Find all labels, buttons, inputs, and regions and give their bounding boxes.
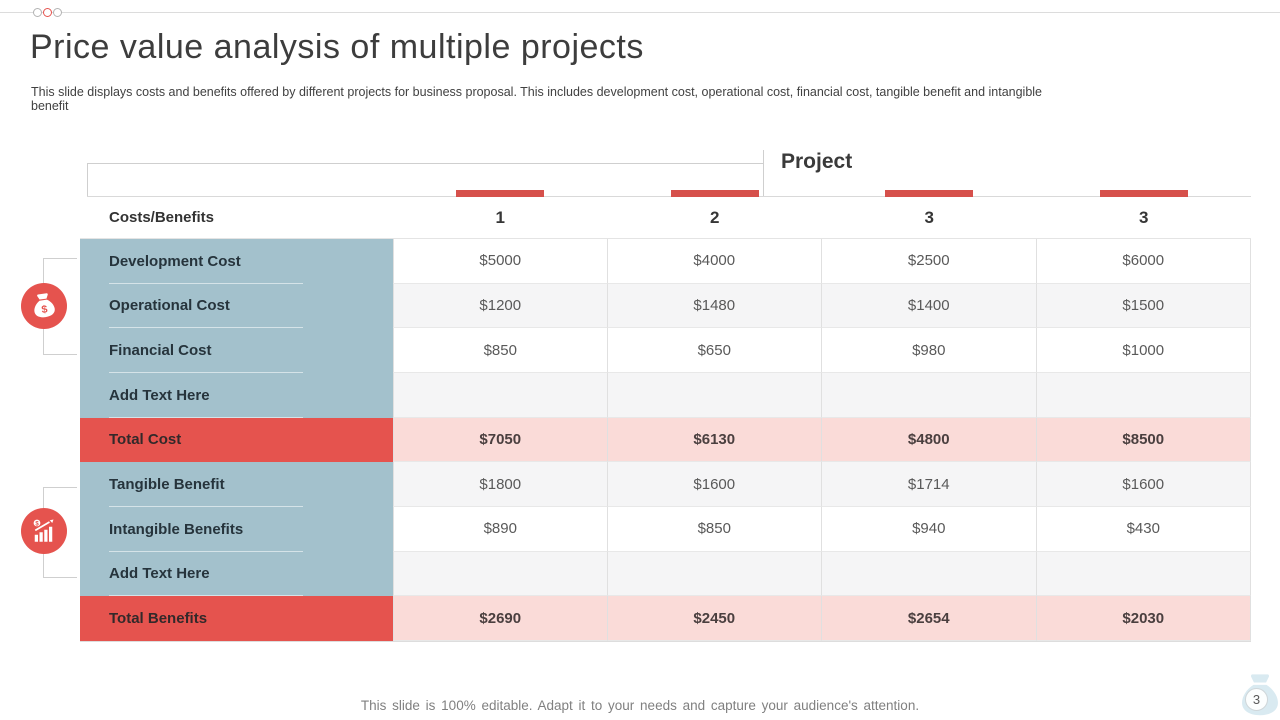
value-cell: $4800 bbox=[822, 417, 1037, 463]
value-cell bbox=[822, 551, 1037, 597]
row-label-cell: Total Benefits bbox=[80, 596, 393, 641]
value-cell: $1400 bbox=[822, 283, 1037, 329]
value-cell: $2654 bbox=[822, 596, 1037, 641]
value-cell: $890 bbox=[393, 506, 608, 552]
value-cell: $7050 bbox=[393, 417, 608, 463]
top-dot-icon bbox=[53, 8, 62, 17]
value-cell: $5000 bbox=[393, 239, 608, 284]
footer-note: This slide is 100% editable. Adapt it to… bbox=[360, 698, 920, 713]
growth-chart-icon: $ bbox=[21, 508, 67, 554]
header-callout-right-line bbox=[763, 150, 764, 196]
column-header: 3 bbox=[1037, 190, 1252, 238]
value-cell: $1600 bbox=[1036, 462, 1251, 507]
svg-text:$: $ bbox=[35, 521, 39, 527]
column-accent-bar-icon bbox=[1099, 190, 1188, 197]
value-cell: $4000 bbox=[607, 239, 822, 284]
column-header: 3 bbox=[822, 190, 1037, 238]
column-header: 2 bbox=[608, 190, 823, 238]
row-label-cell: Financial Cost bbox=[80, 328, 393, 373]
value-cell: $1600 bbox=[607, 462, 822, 507]
table-header-row: Costs/Benefits 1 2 3 3 bbox=[80, 190, 1252, 238]
value-cell bbox=[822, 372, 1037, 418]
header-callout-box bbox=[87, 163, 764, 197]
value-cell: $2500 bbox=[822, 239, 1037, 284]
value-cell: $1714 bbox=[822, 462, 1037, 507]
value-cell: $6130 bbox=[607, 417, 822, 463]
value-cell: $2690 bbox=[393, 596, 608, 641]
value-cell: $1200 bbox=[393, 283, 608, 329]
value-cell: $8500 bbox=[1036, 417, 1251, 463]
row-label-cell: Tangible Benefit bbox=[80, 462, 393, 507]
column-accent-bar-icon bbox=[670, 190, 759, 197]
value-cell: $850 bbox=[607, 506, 822, 552]
column-accent-bar-icon bbox=[885, 190, 974, 197]
row-label-cell: Add Text Here bbox=[80, 372, 393, 418]
column-header-label: 2 bbox=[710, 207, 720, 227]
value-cell bbox=[607, 551, 822, 597]
value-cell bbox=[1036, 372, 1251, 418]
value-cell: $1800 bbox=[393, 462, 608, 507]
value-cell: $650 bbox=[607, 328, 822, 373]
value-cell: $940 bbox=[822, 506, 1037, 552]
value-cell: $2450 bbox=[607, 596, 822, 641]
project-group-label: Project bbox=[781, 150, 853, 173]
value-cell: $980 bbox=[822, 328, 1037, 373]
corner-header: Costs/Benefits bbox=[109, 209, 215, 226]
value-cell: $430 bbox=[1036, 506, 1251, 552]
top-divider-line bbox=[0, 12, 1280, 13]
value-cell bbox=[393, 551, 608, 597]
top-dot-icon bbox=[33, 8, 42, 17]
value-cell: $850 bbox=[393, 328, 608, 373]
top-dot-accent-icon bbox=[43, 8, 52, 17]
column-header: 1 bbox=[393, 190, 608, 238]
slide-description: This slide displays costs and benefits o… bbox=[31, 85, 1043, 113]
value-cell bbox=[393, 372, 608, 418]
header-baseline bbox=[87, 196, 1251, 197]
value-cell bbox=[1036, 551, 1251, 597]
column-header-label: 3 bbox=[924, 207, 934, 227]
value-cell: $2030 bbox=[1036, 596, 1251, 641]
page-title: Price value analysis of multiple project… bbox=[30, 28, 644, 66]
svg-text:$: $ bbox=[41, 303, 49, 316]
row-label-cell: Operational Cost bbox=[80, 283, 393, 329]
value-cell: $6000 bbox=[1036, 239, 1251, 284]
column-header-label: 3 bbox=[1139, 207, 1149, 227]
value-cell: $1000 bbox=[1036, 328, 1251, 373]
money-bag-icon: $ bbox=[21, 283, 67, 329]
row-label-cell: Total Cost bbox=[80, 417, 393, 463]
row-label-cell: Intangible Benefits bbox=[80, 506, 393, 552]
column-accent-bar-icon bbox=[456, 190, 545, 197]
row-label-cell: Add Text Here bbox=[80, 551, 393, 597]
cost-benefit-table: Development Cost $5000 $4000 $2500 $6000 Oper… bbox=[80, 238, 1251, 642]
page-number: 3 bbox=[1245, 688, 1268, 711]
value-cell: $1500 bbox=[1036, 283, 1251, 329]
column-header-label: 1 bbox=[495, 207, 505, 227]
value-cell: $1480 bbox=[607, 283, 822, 329]
value-cell bbox=[607, 372, 822, 418]
row-label-cell: Development Cost bbox=[80, 239, 393, 284]
